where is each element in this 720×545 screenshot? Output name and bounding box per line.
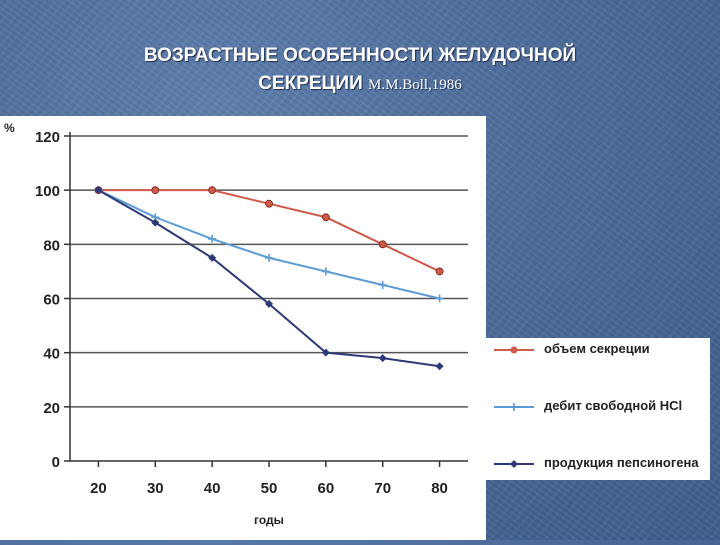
- x-tick-label: 80: [431, 480, 448, 497]
- slide-title: ВОЗРАСТНЫЕ ОСОБЕННОСТИ ЖЕЛУДОЧНОЙ СЕКРЕЦ…: [60, 42, 660, 99]
- data-point: [208, 253, 217, 262]
- data-point: [435, 362, 444, 371]
- data-point: [208, 234, 217, 243]
- y-tick-label: 60: [43, 292, 60, 309]
- data-point: [321, 267, 330, 276]
- y-tick-label: 100: [35, 183, 60, 200]
- legend-label: продукция пепсиногена: [544, 455, 699, 470]
- data-point: [151, 218, 160, 227]
- title-line-2-text: СЕКРЕЦИИ: [258, 73, 363, 94]
- legend-swatch: [494, 460, 534, 468]
- data-point: [378, 280, 387, 289]
- title-line-1: ВОЗРАСТНЫЕ ОСОБЕННОСТИ ЖЕЛУДОЧНОЙ: [143, 45, 577, 66]
- title-reference: M.M.Boll,1986: [368, 77, 462, 93]
- y-tick-label: 80: [43, 237, 60, 254]
- data-point: [321, 213, 330, 222]
- data-point: [208, 186, 217, 195]
- legend-swatch-marker: [510, 403, 518, 411]
- legend-label: объем секреции: [544, 341, 650, 356]
- data-point: [378, 354, 387, 363]
- x-tick-label: 20: [90, 480, 107, 497]
- legend-panel: объем секреции дебит свободной HCl продукц…: [486, 338, 710, 480]
- line-chart: 0 20 40 60 80 100 120 20 30 40 50 60 70 80% годы: [4, 121, 468, 527]
- y-tick-label: 40: [43, 346, 60, 363]
- data-point: [435, 267, 444, 276]
- data-point: [265, 299, 273, 308]
- y-tick-label: 0: [52, 454, 60, 471]
- y-tick-label: 20: [43, 400, 60, 417]
- data-point: [265, 253, 273, 262]
- data-point: [151, 186, 160, 195]
- chart-panel: 0 20 40 60 80 100 120 20 30 40 50 60 70 80% годы: [0, 116, 486, 540]
- y-tick-label: 120: [35, 129, 60, 146]
- legend-label: дебит свободной HCl: [544, 398, 683, 413]
- legend-swatch-marker: [510, 460, 518, 468]
- series-line-3: [97, 189, 440, 368]
- x-tick-label: 40: [204, 480, 221, 497]
- legend-swatch: [494, 403, 534, 411]
- data-point: [435, 294, 444, 303]
- x-tick-label: 70: [374, 480, 391, 497]
- title-line-2: СЕКРЕЦИИ M.M.Boll,1986: [60, 70, 660, 99]
- x-axis-label: годы: [254, 513, 284, 527]
- legend-swatch-marker: [510, 346, 518, 354]
- data-point: [321, 348, 330, 357]
- legend-item: объем секреции: [486, 340, 710, 360]
- legend-item: дебит свободной HCl: [486, 397, 710, 417]
- x-tick-label: 60: [318, 480, 335, 497]
- data-point: [378, 240, 387, 249]
- x-tick-label: 50: [261, 480, 278, 497]
- data-point: [94, 186, 103, 195]
- x-tick-label: 30: [147, 480, 164, 497]
- y-axis-label: %: [4, 121, 15, 135]
- legend-item: продукция пепсиногена: [486, 454, 710, 474]
- legend-swatch: [494, 346, 534, 354]
- data-point: [265, 199, 273, 208]
